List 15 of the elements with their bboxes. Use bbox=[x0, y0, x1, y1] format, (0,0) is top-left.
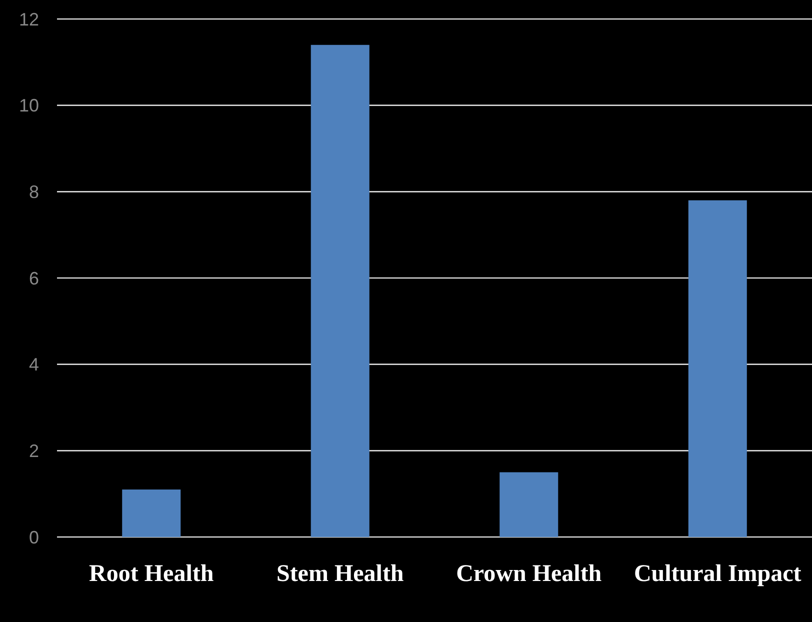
y-tick-label: 0 bbox=[28, 527, 39, 548]
bar bbox=[500, 472, 558, 537]
y-tick-label: 8 bbox=[28, 182, 39, 202]
y-tick-label: 6 bbox=[28, 268, 39, 288]
x-tick-label: Crown Health bbox=[456, 561, 602, 587]
bar bbox=[122, 490, 181, 537]
bar bbox=[688, 200, 747, 537]
bar bbox=[310, 44, 370, 537]
x-tick-label: Cultural Impact bbox=[634, 561, 802, 587]
y-tick-label: 2 bbox=[28, 440, 39, 461]
y-tick-label: 4 bbox=[28, 354, 39, 375]
x-tick-label: Root Health bbox=[89, 561, 214, 587]
y-tick-label: 10 bbox=[18, 96, 39, 116]
x-tick-label: Stem Health bbox=[276, 561, 404, 587]
y-tick-label: 12 bbox=[18, 9, 39, 30]
